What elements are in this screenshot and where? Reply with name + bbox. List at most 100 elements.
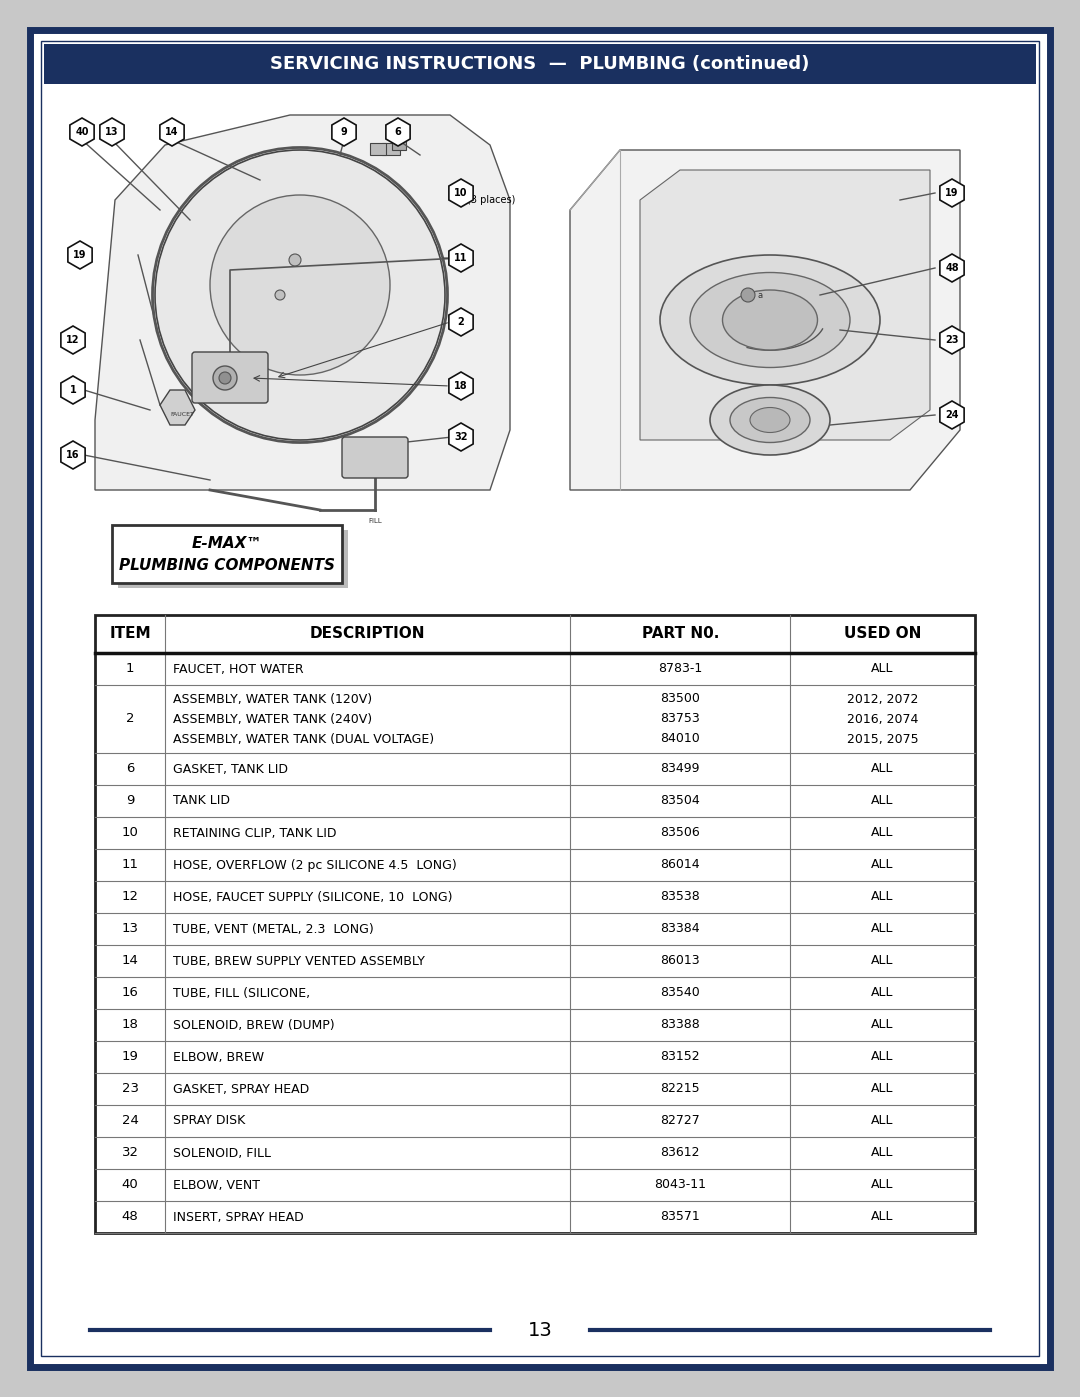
Text: 86013: 86013: [660, 954, 700, 968]
Text: 19: 19: [945, 189, 959, 198]
Text: 16: 16: [66, 450, 80, 460]
Ellipse shape: [660, 256, 880, 386]
Text: 83384: 83384: [660, 922, 700, 936]
Text: 83571: 83571: [660, 1210, 700, 1224]
Text: ALL: ALL: [872, 763, 894, 775]
Text: 83612: 83612: [661, 1147, 700, 1160]
Text: a: a: [758, 291, 764, 299]
Bar: [382, 142, 400, 155]
Text: SPRAY DISK: SPRAY DISK: [174, 1115, 245, 1127]
Ellipse shape: [730, 398, 810, 443]
Polygon shape: [60, 376, 85, 404]
Text: 83504: 83504: [660, 795, 700, 807]
Polygon shape: [449, 179, 473, 207]
Text: 2015, 2075: 2015, 2075: [847, 732, 918, 746]
Polygon shape: [640, 170, 930, 440]
Text: 83388: 83388: [660, 1018, 700, 1031]
FancyBboxPatch shape: [118, 529, 348, 588]
Ellipse shape: [210, 196, 390, 374]
Text: ITEM: ITEM: [109, 626, 151, 641]
Text: ALL: ALL: [872, 1210, 894, 1224]
Text: ELBOW, VENT: ELBOW, VENT: [174, 1179, 260, 1192]
Text: GASKET, TANK LID: GASKET, TANK LID: [174, 763, 288, 775]
Text: 18: 18: [122, 1018, 138, 1031]
Text: ALL: ALL: [872, 954, 894, 968]
Text: 19: 19: [73, 250, 86, 260]
Text: ALL: ALL: [872, 1051, 894, 1063]
Text: ALL: ALL: [872, 1115, 894, 1127]
Text: 10: 10: [122, 827, 138, 840]
Polygon shape: [386, 117, 410, 147]
Text: 83152: 83152: [660, 1051, 700, 1063]
Text: PLUMBING COMPONENTS: PLUMBING COMPONENTS: [119, 557, 335, 573]
Text: FILL: FILL: [368, 518, 382, 524]
Ellipse shape: [723, 291, 818, 351]
Text: 10: 10: [455, 189, 468, 198]
Text: 2012, 2072: 2012, 2072: [847, 693, 918, 705]
Text: 8043-11: 8043-11: [654, 1179, 706, 1192]
Text: 48: 48: [122, 1210, 138, 1224]
Circle shape: [213, 366, 237, 390]
Circle shape: [741, 288, 755, 302]
Text: TUBE, BREW SUPPLY VENTED ASSEMBLY: TUBE, BREW SUPPLY VENTED ASSEMBLY: [174, 954, 426, 968]
Text: 83500: 83500: [660, 693, 700, 705]
Polygon shape: [449, 372, 473, 400]
FancyBboxPatch shape: [342, 437, 408, 478]
Circle shape: [219, 372, 231, 384]
Circle shape: [275, 291, 285, 300]
Text: 83540: 83540: [660, 986, 700, 999]
Text: 1: 1: [126, 662, 134, 676]
Text: USED ON: USED ON: [843, 626, 921, 641]
Text: RETAINING CLIP, TANK LID: RETAINING CLIP, TANK LID: [174, 827, 337, 840]
Text: 24: 24: [122, 1115, 138, 1127]
Polygon shape: [160, 390, 195, 425]
Text: 32: 32: [455, 432, 468, 441]
Text: 83506: 83506: [660, 827, 700, 840]
Polygon shape: [940, 254, 964, 282]
Polygon shape: [95, 115, 510, 490]
Polygon shape: [570, 149, 960, 490]
Text: 9: 9: [340, 127, 348, 137]
Text: 2: 2: [458, 317, 464, 327]
Polygon shape: [940, 179, 964, 207]
Text: (3 places): (3 places): [467, 196, 515, 205]
Polygon shape: [160, 117, 184, 147]
Text: ELBOW, BREW: ELBOW, BREW: [174, 1051, 265, 1063]
Text: 19: 19: [122, 1051, 138, 1063]
Text: ALL: ALL: [872, 1147, 894, 1160]
Text: 9: 9: [126, 795, 134, 807]
Polygon shape: [449, 244, 473, 272]
Text: 32: 32: [122, 1147, 138, 1160]
Text: TANK LID: TANK LID: [174, 795, 230, 807]
Ellipse shape: [710, 386, 831, 455]
Text: 12: 12: [122, 890, 138, 904]
Text: FAUCET, HOT WATER: FAUCET, HOT WATER: [174, 662, 305, 676]
Polygon shape: [60, 326, 85, 353]
Text: 11: 11: [455, 253, 468, 263]
Text: ALL: ALL: [872, 986, 894, 999]
Text: 6: 6: [126, 763, 134, 775]
Text: TUBE, VENT (METAL, 2.3  LONG): TUBE, VENT (METAL, 2.3 LONG): [174, 922, 374, 936]
Text: 16: 16: [122, 986, 138, 999]
Text: 48: 48: [945, 263, 959, 272]
Text: ASSEMBLY, WATER TANK (DUAL VOLTAGE): ASSEMBLY, WATER TANK (DUAL VOLTAGE): [174, 732, 434, 746]
Text: FAUCET: FAUCET: [170, 412, 194, 418]
Polygon shape: [99, 117, 124, 147]
Polygon shape: [68, 242, 92, 270]
Text: DESCRIPTION: DESCRIPTION: [310, 626, 426, 641]
Text: 83499: 83499: [661, 763, 700, 775]
FancyBboxPatch shape: [192, 352, 268, 402]
Text: 8783-1: 8783-1: [658, 662, 702, 676]
Text: ALL: ALL: [872, 662, 894, 676]
Text: 82727: 82727: [660, 1115, 700, 1127]
Text: 2016, 2074: 2016, 2074: [847, 712, 918, 725]
Text: ALL: ALL: [872, 1083, 894, 1095]
Text: 83753: 83753: [660, 712, 700, 725]
FancyBboxPatch shape: [44, 43, 1036, 84]
Text: 84010: 84010: [660, 732, 700, 746]
FancyBboxPatch shape: [30, 29, 1050, 1368]
Text: 23: 23: [122, 1083, 138, 1095]
Text: ALL: ALL: [872, 1179, 894, 1192]
Ellipse shape: [156, 149, 445, 440]
Text: ALL: ALL: [872, 922, 894, 936]
